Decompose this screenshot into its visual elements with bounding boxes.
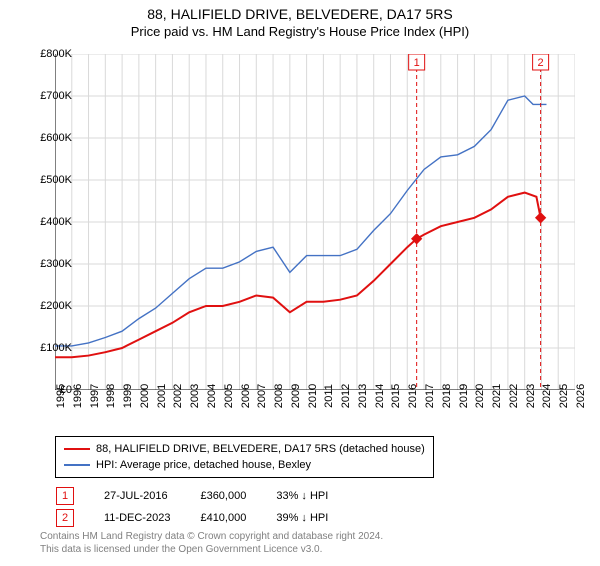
marker-price: £410,000 bbox=[186, 508, 260, 528]
legend-swatch bbox=[64, 464, 90, 466]
marker-num-box: 1 bbox=[56, 487, 74, 505]
xtick-label: 2022 bbox=[508, 384, 520, 408]
legend-label: HPI: Average price, detached house, Bexl… bbox=[96, 457, 311, 473]
xtick-label: 1999 bbox=[122, 384, 134, 408]
xtick-label: 2017 bbox=[424, 384, 436, 408]
marker-price: £360,000 bbox=[186, 486, 260, 506]
xtick-label: 2014 bbox=[374, 384, 386, 408]
xtick-label: 2004 bbox=[206, 384, 218, 408]
xtick-label: 2003 bbox=[189, 384, 201, 408]
marker-row: 2 11-DEC-2023£410,00039% ↓ HPI bbox=[42, 508, 342, 528]
xtick-label: 2010 bbox=[307, 384, 319, 408]
xtick-label: 2013 bbox=[357, 384, 369, 408]
xtick-label: 1996 bbox=[72, 384, 84, 408]
xtick-label: 2011 bbox=[323, 384, 335, 408]
ytick-label: £300K bbox=[40, 258, 72, 270]
ytick-label: £500K bbox=[40, 174, 72, 186]
marker-row: 1 27-JUL-2016£360,00033% ↓ HPI bbox=[42, 486, 342, 506]
marker-table: 1 27-JUL-2016£360,00033% ↓ HPI 2 11-DEC-202… bbox=[40, 484, 344, 530]
legend-row: HPI: Average price, detached house, Bexl… bbox=[64, 457, 425, 473]
xtick-label: 2021 bbox=[491, 384, 503, 408]
line-chart: 12 bbox=[55, 54, 575, 390]
marker-diff: 33% ↓ HPI bbox=[262, 486, 342, 506]
xtick-label: 2015 bbox=[390, 384, 402, 408]
xtick-label: 2012 bbox=[340, 384, 352, 408]
ytick-label: £200K bbox=[40, 300, 72, 312]
legend-box: 88, HALIFIELD DRIVE, BELVEDERE, DA17 5RS… bbox=[55, 436, 434, 478]
xtick-label: 2020 bbox=[474, 384, 486, 408]
footer-line2: This data is licensed under the Open Gov… bbox=[40, 543, 383, 556]
xtick-label: 2025 bbox=[558, 384, 570, 408]
xtick-label: 2000 bbox=[139, 384, 151, 408]
marker-diff: 39% ↓ HPI bbox=[262, 508, 342, 528]
footer-line1: Contains HM Land Registry data © Crown c… bbox=[40, 530, 383, 543]
xtick-label: 2016 bbox=[407, 384, 419, 408]
xtick-label: 2001 bbox=[156, 384, 168, 408]
footer-text: Contains HM Land Registry data © Crown c… bbox=[40, 530, 383, 556]
title-line1: 88, HALIFIELD DRIVE, BELVEDERE, DA17 5RS bbox=[0, 6, 600, 22]
marker-date: 11-DEC-2023 bbox=[90, 508, 184, 528]
xtick-label: 2002 bbox=[172, 384, 184, 408]
legend-swatch bbox=[64, 448, 90, 450]
xtick-label: 2007 bbox=[256, 384, 268, 408]
ytick-label: £600K bbox=[40, 132, 72, 144]
xtick-label: 2005 bbox=[223, 384, 235, 408]
ytick-label: £100K bbox=[40, 342, 72, 354]
title-line2: Price paid vs. HM Land Registry's House … bbox=[0, 24, 600, 39]
xtick-label: 1998 bbox=[105, 384, 117, 408]
svg-text:1: 1 bbox=[414, 57, 420, 69]
xtick-label: 2009 bbox=[290, 384, 302, 408]
marker-num-box: 2 bbox=[56, 509, 74, 527]
xtick-label: 2024 bbox=[541, 384, 553, 408]
svg-text:2: 2 bbox=[538, 57, 544, 69]
xtick-label: 2008 bbox=[273, 384, 285, 408]
xtick-label: 2023 bbox=[525, 384, 537, 408]
xtick-label: 2026 bbox=[575, 384, 587, 408]
xtick-label: 2019 bbox=[458, 384, 470, 408]
ytick-label: £800K bbox=[40, 48, 72, 60]
xtick-label: 2006 bbox=[240, 384, 252, 408]
legend-row: 88, HALIFIELD DRIVE, BELVEDERE, DA17 5RS… bbox=[64, 441, 425, 457]
ytick-label: £700K bbox=[40, 90, 72, 102]
marker-date: 27-JUL-2016 bbox=[90, 486, 184, 506]
xtick-label: 2018 bbox=[441, 384, 453, 408]
ytick-label: £400K bbox=[40, 216, 72, 228]
xtick-label: 1995 bbox=[55, 384, 67, 408]
legend-label: 88, HALIFIELD DRIVE, BELVEDERE, DA17 5RS… bbox=[96, 441, 425, 457]
xtick-label: 1997 bbox=[89, 384, 101, 408]
